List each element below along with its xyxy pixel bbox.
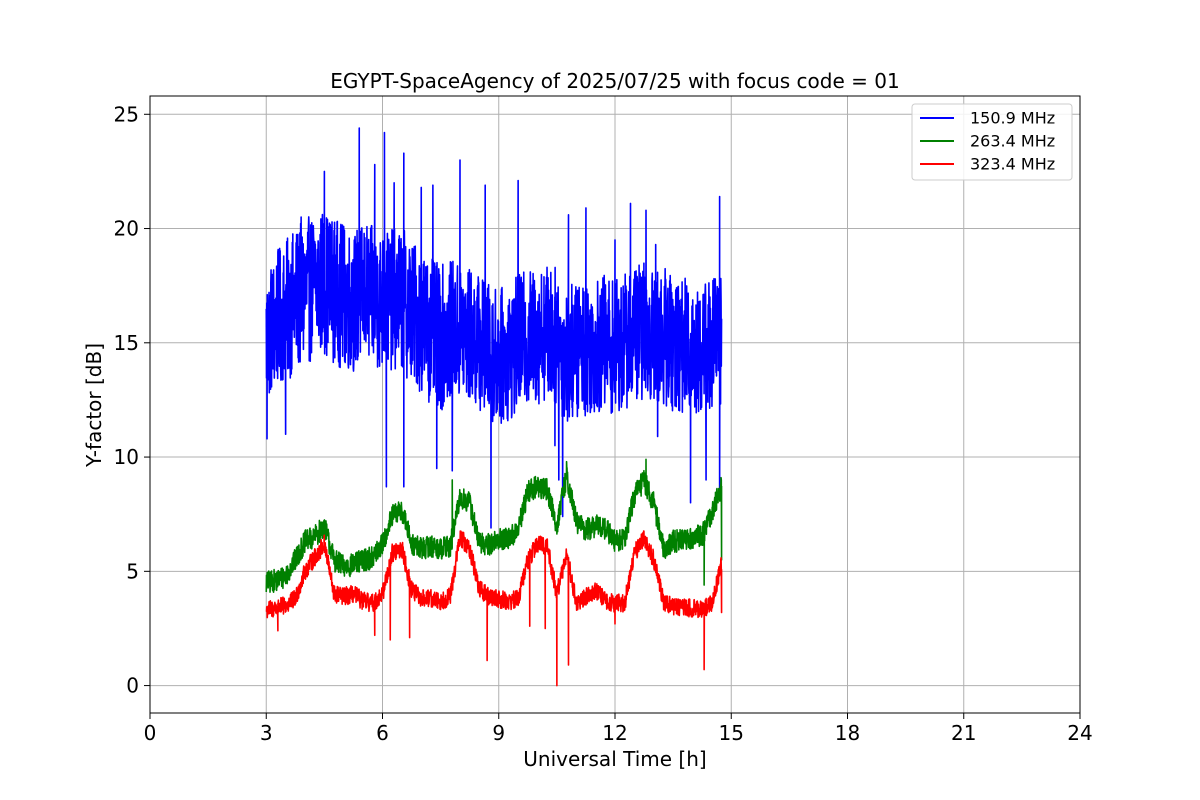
x-tick-label: 0 [144,721,157,745]
legend-box [911,103,1073,181]
x-tick-label: 12 [602,721,627,745]
x-tick-label: 24 [1067,721,1092,745]
x-tick-label: 6 [376,721,389,745]
y-axis-ticks: 0 5 10 15 20 25 [114,102,150,698]
x-tick-label: 9 [492,721,505,745]
x-axis-label: Universal Time [h] [523,747,706,771]
x-tick-label: 18 [835,721,860,745]
legend-label-323-4-mhz: 323.4 MHz [970,155,1055,174]
y-tick-label: 10 [114,445,139,469]
legend-label-150-9-mhz: 150.9 MHz [970,109,1055,128]
series-line-150-9-mhz [265,127,723,529]
x-axis-ticks: 0 3 6 9 12 15 18 21 24 [144,713,1093,745]
x-tick-label: 3 [260,721,273,745]
x-tick-label: 15 [719,721,744,745]
series-layer [265,127,723,687]
legend: 150.9 MHz 263.4 MHz 323.4 MHz [911,103,1073,181]
y-axis-label: Y-factor [dB] [82,343,106,468]
series-line-263-4-mhz [265,458,723,593]
y-tick-label: 15 [114,331,139,355]
chart-title: EGYPT-SpaceAgency of 2025/07/25 with foc… [330,69,899,93]
y-tick-label: 20 [114,217,139,241]
legend-label-263-4-mhz: 263.4 MHz [970,132,1055,151]
y-tick-label: 5 [126,559,139,583]
y-tick-label: 0 [126,674,139,698]
series-line-323-4-mhz [265,530,723,687]
x-tick-label: 21 [951,721,976,745]
grid [149,96,1081,713]
y-tick-label: 25 [114,102,139,126]
